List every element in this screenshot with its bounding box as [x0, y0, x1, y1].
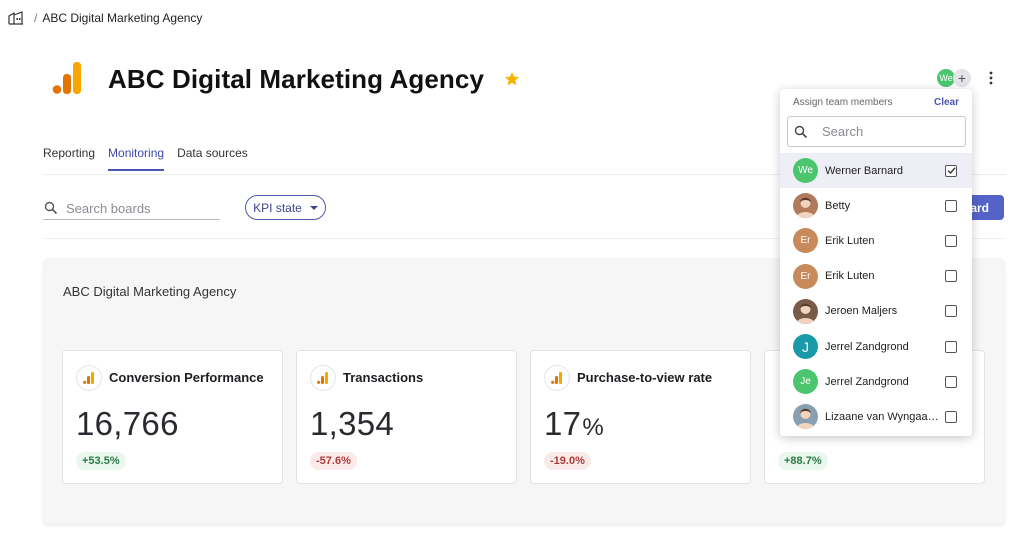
user-initials-avatar: Er	[793, 228, 818, 254]
member-row[interactable]: We Werner Barnard	[780, 153, 972, 188]
kpi-change-badge: -57.6%	[310, 452, 357, 470]
member-row[interactable]: J Jerrel Zandgrond	[780, 329, 972, 364]
member-name: Werner Barnard	[825, 164, 904, 177]
kpi-name: Conversion Performance	[109, 370, 264, 385]
more-options-icon[interactable]	[986, 70, 996, 86]
kpi-change-badge: -19.0%	[544, 452, 591, 470]
search-icon	[44, 201, 58, 215]
kpi-name: Purchase-to-view rate	[577, 370, 713, 385]
star-icon[interactable]	[504, 71, 520, 87]
kpi-value: 1,354	[310, 405, 395, 442]
kpi-change-badge: +53.5%	[76, 452, 126, 470]
tab-bar: Reporting Monitoring Data sources	[43, 146, 261, 171]
caret-down-icon	[309, 205, 318, 210]
member-checkbox[interactable]	[945, 270, 957, 283]
user-photo-avatar	[793, 298, 818, 324]
checkmark-icon	[947, 167, 956, 175]
breadcrumb-current[interactable]: ABC Digital Marketing Agency	[42, 11, 203, 25]
member-name: Erik Luten	[825, 234, 875, 247]
add-member-button[interactable]: +	[953, 69, 971, 87]
breadcrumb-separator: /	[34, 11, 38, 25]
user-initials-avatar: J	[793, 334, 818, 359]
member-row[interactable]: Betty	[780, 188, 972, 223]
kpi-card[interactable]: Conversion Performance 16,766 +53.5%	[62, 350, 283, 484]
kpi-card[interactable]: Transactions 1,354 -57.6%	[296, 350, 517, 484]
member-row[interactable]: Jeroen Maljers	[780, 294, 972, 329]
member-checkbox[interactable]	[945, 375, 957, 388]
dropdown-header: Assign team members Clear	[793, 97, 959, 108]
member-name: Jerrel Zandgrond	[825, 375, 909, 388]
member-checkbox[interactable]	[945, 164, 957, 177]
page-header: ABC Digital Marketing Agency	[52, 60, 520, 98]
analytics-icon	[310, 365, 336, 391]
kpi-value: 17%	[544, 405, 604, 442]
dropdown-label: Assign team members	[793, 97, 893, 108]
member-checkbox[interactable]	[945, 340, 957, 353]
tab-monitoring[interactable]: Monitoring	[108, 146, 165, 171]
member-name: Betty	[825, 199, 851, 212]
member-checkbox[interactable]	[945, 234, 957, 247]
analytics-bars-icon	[52, 62, 81, 94]
user-initials-avatar: We	[793, 158, 818, 183]
member-name: Jeroen Maljers	[825, 305, 898, 318]
member-name: Jerrel Zandgrond	[825, 340, 909, 353]
board-title: ABC Digital Marketing Agency	[63, 284, 237, 299]
user-photo-avatar	[793, 404, 818, 430]
kpi-value: 16,766	[76, 405, 179, 442]
user-photo-avatar	[793, 193, 818, 219]
analytics-icon	[544, 365, 570, 391]
kpi-name: Transactions	[343, 370, 424, 385]
kpi-value	[778, 405, 779, 443]
kpi-card[interactable]: Purchase-to-view rate 17% -19.0%	[530, 350, 751, 484]
user-initials-avatar: Je	[793, 369, 818, 395]
member-row[interactable]: Je Jerrel Zandgrond	[780, 364, 972, 399]
member-name: Erik Luten	[825, 270, 875, 283]
divider	[43, 238, 1006, 239]
kpi-state-label: KPI state	[253, 200, 302, 215]
breadcrumb: / ABC Digital Marketing Agency	[8, 10, 202, 26]
member-checkbox[interactable]	[945, 305, 957, 318]
building-icon[interactable]	[8, 10, 24, 26]
page-title: ABC Digital Marketing Agency	[108, 63, 485, 94]
member-row[interactable]: Er Erik Luten	[780, 223, 972, 258]
tab-data-sources[interactable]: Data sources	[177, 146, 248, 160]
divider	[43, 174, 1006, 175]
analytics-icon	[76, 365, 102, 391]
member-checkbox[interactable]	[945, 199, 957, 212]
member-checkbox[interactable]	[945, 410, 957, 423]
user-initials-avatar: Er	[793, 263, 818, 289]
assign-team-dropdown: Assign team members Clear We Werner Barna…	[780, 89, 972, 436]
member-row[interactable]: Lizaane van Wyngaa…	[780, 399, 972, 434]
member-search-field	[787, 116, 966, 147]
tab-reporting[interactable]: Reporting	[43, 146, 96, 160]
search-boards-field	[43, 197, 220, 220]
team-member-avatar[interactable]: We	[937, 69, 955, 87]
member-row[interactable]: Er Erik Luten	[780, 259, 972, 294]
kpi-state-filter[interactable]: KPI state	[245, 195, 326, 220]
member-search-input[interactable]	[822, 124, 962, 139]
search-icon	[794, 125, 808, 138]
clear-button[interactable]: Clear	[933, 97, 959, 108]
search-boards-input[interactable]	[66, 200, 216, 216]
member-name: Lizaane van Wyngaa…	[825, 410, 939, 423]
kpi-change-badge: +88.7%	[778, 452, 828, 470]
